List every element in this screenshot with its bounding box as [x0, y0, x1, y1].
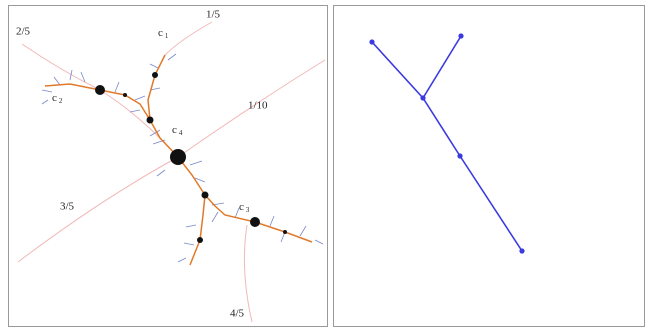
- disc: [197, 237, 203, 243]
- disc: [123, 93, 127, 97]
- disc: [170, 149, 186, 165]
- left-panel: [9, 6, 328, 327]
- angle-label: 1/10: [248, 100, 268, 112]
- vertex: [457, 153, 462, 158]
- disc: [283, 230, 287, 234]
- angle-label: 4/5: [230, 308, 245, 320]
- disc: [95, 85, 105, 95]
- disc: [152, 72, 158, 78]
- disc: [147, 117, 154, 124]
- vertex: [458, 33, 463, 38]
- right-panel: [334, 6, 645, 327]
- figure: 2/5 1/5 1/10 3/5 4/5 c1 c2 c4 c3: [0, 0, 648, 328]
- disc: [250, 217, 260, 227]
- vertex: [519, 248, 524, 253]
- vertex: [369, 39, 374, 44]
- vertex: [420, 95, 425, 100]
- angle-label: 2/5: [16, 26, 31, 38]
- angle-label: 3/5: [60, 201, 75, 213]
- disc: [202, 192, 209, 199]
- angle-label: 1/5: [206, 9, 221, 21]
